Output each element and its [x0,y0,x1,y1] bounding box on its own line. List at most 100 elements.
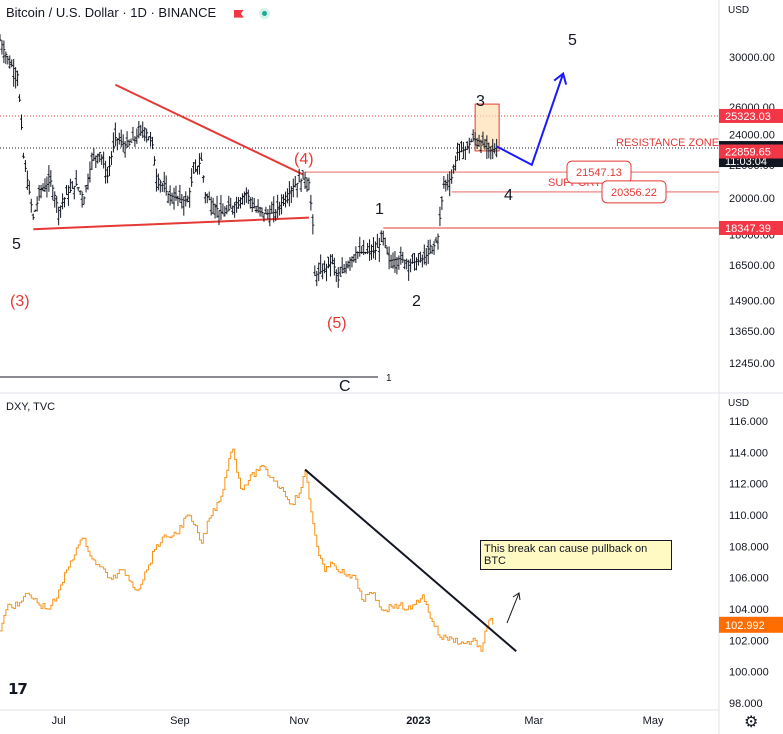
btc-bar [4,51,8,65]
btc-y-tick-label-4: 20000.00 [729,193,775,205]
dxy-y-tick-label-4: 108.000 [729,541,769,553]
btc-bar [454,155,458,171]
dxy-last-value-text: 102.992 [725,620,765,632]
symbol-title[interactable]: Bitcoin / U.S. Dollar · 1D · BINANCE [6,5,217,20]
btc-bar [143,127,147,142]
btc-bar [39,184,43,199]
dxy-arrow-head [512,592,521,601]
btc-bar [360,245,364,255]
btc-bar [428,239,432,255]
btc-bar [397,255,401,270]
btc-bar [195,165,199,175]
wave-2-label: 2 [412,293,421,310]
btc-bar [313,265,317,277]
btc-bar [383,237,387,248]
btc-bar [330,254,334,265]
price-callout-text-0: 21547.13 [576,167,622,179]
btc-bar [325,263,329,282]
dxy-y-tick-label-0: 116.000 [729,416,768,428]
btc-bar [137,121,141,139]
btc-bar [61,193,65,210]
btc-bar [471,129,475,142]
btc-bar [102,151,106,169]
btc-bar [266,209,270,220]
btc-bar [485,135,489,160]
dxy-y-tick-label-8: 100.000 [729,667,769,679]
flag-icon[interactable] [233,9,244,18]
btc-bar [217,209,221,226]
btc-bar [366,242,370,255]
btc-bar [309,194,313,211]
btc-bar [346,260,350,269]
btc-bar [414,257,418,271]
btc-bar [96,153,100,164]
price-label-box-2 [719,144,783,159]
btc-bar [16,70,20,87]
wave-4-red-label: (4) [294,151,314,168]
btc-bar [180,193,184,209]
btc-bar [338,266,342,277]
btc-bar [283,191,287,208]
btc-bar [483,138,487,150]
price-callout-text-1: 20356.22 [611,187,657,199]
btc-bar [106,166,110,184]
btc-bar [352,254,356,263]
gear-icon[interactable]: ⚙ [744,714,759,731]
btc-bar [463,146,467,160]
btc-bar [57,206,61,226]
btc-bar [326,256,330,269]
x-tick-label-0: Jul [52,715,66,727]
price-callout-box-1 [601,180,667,204]
dxy-line [0,448,494,652]
btc-bar [457,143,461,161]
dxy-y-tick-label-5: 106.000 [729,573,769,585]
btc-bar [332,257,336,276]
btc-bar [270,201,274,214]
btc-bar [239,197,243,209]
btc-bar [358,236,362,257]
btc-bar [188,187,192,208]
btc-bar [409,258,413,273]
btc-bar [162,171,166,193]
btc-bar [14,67,18,89]
price-label-text-3: 18347.39 [725,223,771,235]
btc-bar [197,153,201,175]
dxy-last-value-box [719,616,783,633]
btc-bar [268,205,272,227]
btc-bar [405,258,409,270]
price-axis-currency-bottom[interactable]: USD [728,398,750,409]
btc-bar [170,192,174,204]
wave-5-red-label: (5) [327,315,347,332]
btc-bar [233,202,237,218]
btc-bar [45,176,49,198]
btc-bar [420,254,424,268]
btc-bar [176,195,180,207]
btc-bar [289,186,293,204]
btc-bar [391,252,395,269]
btc-bar [315,270,319,287]
price-callout-box-0 [566,160,632,184]
btc-bar [282,194,286,207]
btc-bar [111,132,115,153]
btc-bar [199,152,203,161]
btc-bar [258,206,262,217]
dxy-downtrend-line [304,468,517,653]
btc-bar [129,138,133,143]
btc-bar [53,191,57,208]
lower-pane-title[interactable]: DXY, TVC [6,401,56,413]
btc-bar [452,164,456,174]
btc-bar [450,169,454,184]
btc-bar [166,192,170,204]
dxy-y-tick-label-1: 114.000 [729,447,768,459]
wave-4-label: 4 [504,187,513,204]
btc-bar [201,175,205,183]
price-axis-currency-top[interactable]: USD [728,5,750,16]
btc-bar [149,131,153,147]
btc-bar [190,168,194,187]
btc-bar [334,269,338,282]
tradingview-logo[interactable]: 17 [8,680,28,698]
btc-bar [131,126,135,141]
btc-bar [307,177,311,191]
btc-bar [121,134,125,152]
